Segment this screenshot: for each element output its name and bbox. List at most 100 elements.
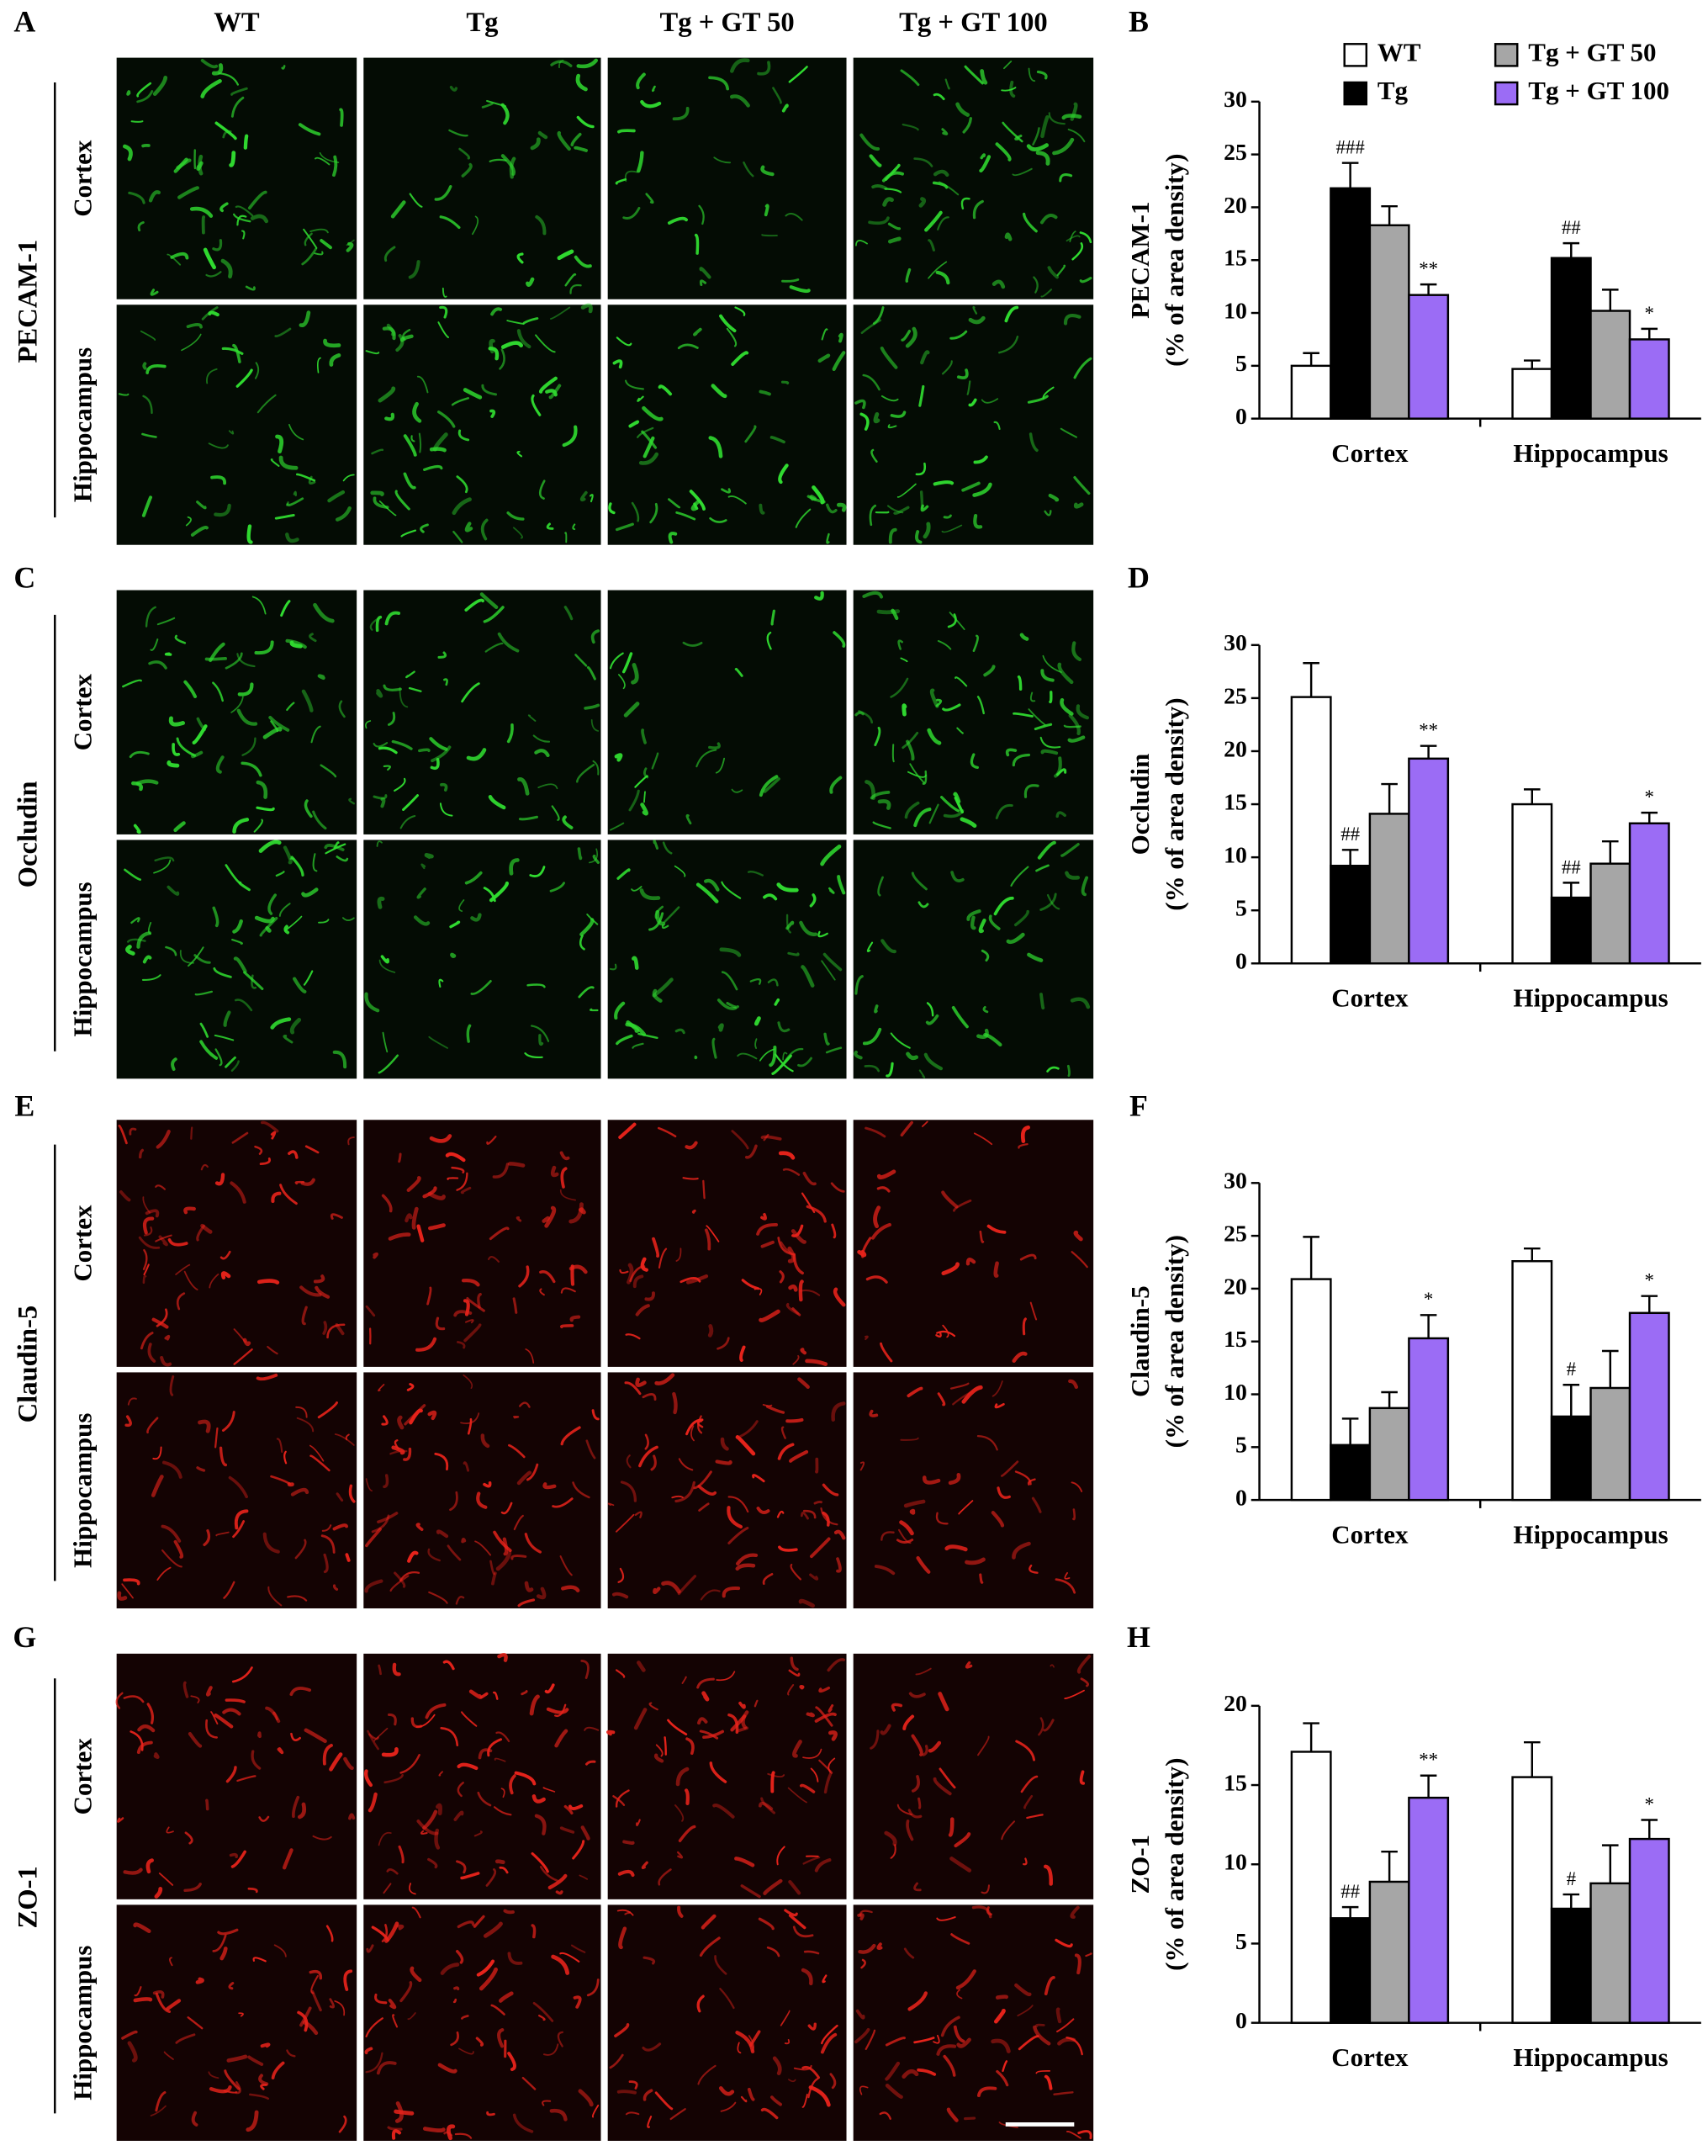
significance-label: ## [1562, 217, 1581, 238]
vessel [521, 2076, 537, 2090]
vessel [473, 1915, 485, 1928]
vessel [644, 1291, 655, 1301]
vessel [198, 154, 204, 176]
vessel [183, 1883, 202, 1893]
vessel [778, 1151, 796, 1160]
vessel [332, 155, 338, 177]
vessel [148, 660, 167, 670]
vessel [905, 326, 917, 348]
vessel [869, 154, 882, 167]
vessel [861, 1237, 872, 1258]
vessel [449, 920, 461, 929]
vessel [499, 348, 505, 370]
vessel [615, 522, 634, 532]
vessel [784, 1909, 798, 1917]
vessel [527, 714, 537, 722]
vessel [788, 1669, 801, 1677]
vessel [236, 708, 258, 726]
vessel [544, 1683, 555, 1694]
vessel [578, 986, 595, 999]
vessel [836, 502, 847, 512]
vessel [1001, 1820, 1016, 1841]
vessel [320, 1534, 336, 1554]
vessel [477, 1791, 492, 1807]
significance-label: * [1645, 1270, 1654, 1291]
vessel [478, 1748, 493, 1760]
vessel [709, 1761, 727, 1783]
vessel [738, 1701, 746, 1709]
vessel [312, 1835, 332, 1841]
bar [1330, 864, 1372, 965]
vessel [342, 917, 355, 921]
vessel [859, 1461, 865, 1471]
vessel [902, 2069, 919, 2079]
vessel [590, 629, 600, 644]
vessel [904, 801, 920, 819]
vessel [297, 2010, 309, 2032]
vessel [430, 757, 440, 771]
vessel [792, 1740, 802, 1758]
vessel [555, 1890, 563, 1895]
vessel [535, 334, 556, 353]
vessel [1068, 1379, 1079, 1390]
vessel [937, 639, 952, 650]
significance-label: ** [1419, 1750, 1438, 1771]
vessel [717, 1337, 730, 1350]
column-header: Tg + GT 50 [659, 8, 794, 38]
vessel [235, 205, 254, 217]
vessel [525, 1348, 535, 1364]
vessel [1067, 735, 1086, 743]
vessel [995, 1994, 1008, 2000]
vessel [326, 1323, 346, 1339]
micrograph [363, 1904, 601, 2141]
vessel [439, 215, 461, 230]
vessel [332, 1584, 339, 1592]
micrograph [607, 305, 847, 545]
vessel [458, 899, 465, 912]
vessel [425, 1703, 447, 1719]
vessel [442, 287, 447, 298]
significance-label: * [1645, 303, 1654, 324]
vessel [828, 887, 835, 894]
vessel [769, 436, 785, 444]
vessel [682, 641, 703, 647]
bar [1408, 757, 1450, 965]
vessel [612, 1795, 626, 1806]
vessel [314, 251, 324, 256]
vessel [983, 1032, 1002, 1047]
vessel [142, 362, 147, 370]
micrograph [853, 840, 1094, 1079]
vessel [777, 1443, 795, 1460]
region-label: Cortex [67, 140, 97, 217]
vessel [711, 1037, 717, 1059]
vessel [560, 1287, 576, 1294]
vessel [1012, 1541, 1031, 1560]
vessel [927, 728, 942, 745]
vessel [781, 103, 789, 113]
vessel [225, 1056, 236, 1068]
vessel [626, 1020, 640, 1033]
vessel [759, 775, 779, 797]
vessel [136, 90, 154, 103]
vessel [123, 1867, 143, 1875]
vessel [251, 1750, 262, 1770]
vessel [1019, 633, 1029, 641]
vessel [993, 896, 1014, 916]
vessel [699, 279, 707, 287]
micrograph [363, 590, 601, 834]
vessel [440, 1726, 459, 1747]
vessel [749, 977, 762, 985]
vessel [457, 1920, 475, 1929]
vessel [416, 887, 426, 899]
vessel [329, 1998, 335, 2009]
vessel [868, 216, 890, 225]
vessel [516, 252, 524, 264]
vessel [616, 336, 632, 347]
vessel [735, 2031, 755, 2053]
vessel [538, 479, 546, 500]
vessel [549, 882, 565, 893]
vessel [557, 249, 574, 261]
vessel [866, 941, 874, 952]
vessel [756, 1223, 778, 1236]
vessel [150, 638, 159, 651]
